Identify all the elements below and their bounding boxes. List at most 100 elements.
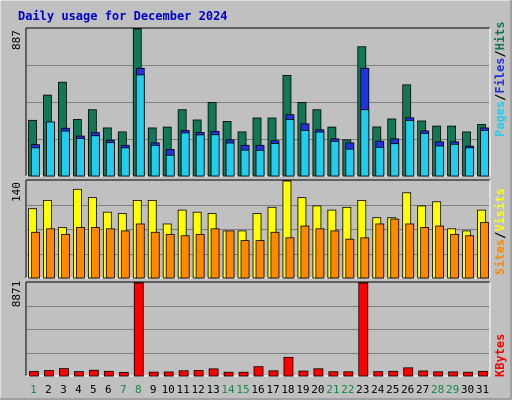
kbytes-bar xyxy=(388,370,399,377)
sites-bar xyxy=(240,240,250,279)
kbytes-bar xyxy=(478,370,488,377)
pages-bar xyxy=(135,74,145,177)
sites-bar xyxy=(405,223,415,279)
kbytes-bar xyxy=(44,370,54,377)
legend-hits-panel: Pages/Files/Hits xyxy=(493,21,507,137)
hits-panel-ymax-label: 887 xyxy=(10,30,23,50)
legend-kbytes-panel: KBytes xyxy=(493,334,507,377)
day-tick-label: 10 xyxy=(162,383,175,396)
legend-visits-panel: Sites/Visits xyxy=(493,188,507,275)
sites-bar xyxy=(270,231,280,279)
pages-bar xyxy=(225,142,235,177)
pages-bar xyxy=(270,143,280,177)
pages-bar xyxy=(330,140,340,177)
pages-bar xyxy=(195,134,205,177)
legend-hits-panel-files: Files xyxy=(493,58,507,94)
pages-bar xyxy=(435,145,445,177)
sites-bar xyxy=(255,240,265,279)
day-tick-label: 12 xyxy=(192,383,205,396)
day-tick-label: 4 xyxy=(75,383,82,396)
kbytes-bar xyxy=(253,366,264,377)
legend-visits-panel-sites: Sites xyxy=(493,239,507,275)
pages-bar xyxy=(465,147,474,177)
day-tick-label: 1 xyxy=(30,383,37,396)
sites-bar xyxy=(225,230,235,279)
kbytes-bar xyxy=(148,371,159,377)
kbytes-bar xyxy=(29,371,39,377)
chart-title: Daily usage for December 2024 xyxy=(18,9,228,23)
kbytes-bar xyxy=(313,368,324,377)
kbytes-bar xyxy=(133,282,144,377)
pages-bar xyxy=(46,121,55,177)
legend-kbytes-panel-kbytes: KBytes xyxy=(493,334,507,377)
day-tick-label: 21 xyxy=(326,383,339,396)
kbytes-bar xyxy=(373,371,384,377)
day-tick-label: 24 xyxy=(371,383,385,396)
sites-bar xyxy=(345,238,355,279)
kbytes-bar xyxy=(283,356,294,377)
legend-visits-panel-visits: Visits xyxy=(493,188,507,231)
pages-bar xyxy=(405,120,415,177)
pages-bar xyxy=(90,135,100,177)
pages-bar xyxy=(255,149,265,177)
day-tick-label: 5 xyxy=(90,383,97,396)
kbytes-bar xyxy=(163,371,174,377)
sites-bar xyxy=(285,237,295,279)
sites-bar xyxy=(195,233,205,279)
legend-visits-panel-separator: / xyxy=(493,232,507,239)
kbytes-bar xyxy=(433,371,444,377)
pages-bar xyxy=(240,149,250,177)
day-tick-label: 16 xyxy=(251,383,264,396)
kbytes-bar xyxy=(418,370,429,377)
pages-bar xyxy=(315,131,325,177)
pages-bar xyxy=(150,144,160,177)
pages-bar xyxy=(390,143,400,177)
day-tick-label: 30 xyxy=(461,383,474,396)
sites-bar xyxy=(135,223,145,279)
kbytes-bar xyxy=(328,371,339,377)
day-tick-label: 14 xyxy=(221,383,235,396)
day-tick-label: 23 xyxy=(356,383,369,396)
day-tick-label: 31 xyxy=(476,383,489,396)
sites-bar xyxy=(375,223,385,279)
day-tick-label: 25 xyxy=(386,383,399,396)
day-tick-label: 13 xyxy=(206,383,219,396)
kbytes-bar xyxy=(88,369,99,377)
kbytes-panel-ymax-label: 8871 xyxy=(10,281,23,308)
pages-bar xyxy=(420,133,430,177)
day-tick-label: 28 xyxy=(431,383,444,396)
kbytes-bar xyxy=(178,370,189,377)
sites-bar xyxy=(420,227,430,279)
day-tick-label: 3 xyxy=(60,383,67,396)
pages-bar xyxy=(360,109,370,177)
day-tick-label: 17 xyxy=(266,383,279,396)
day-tick-label: 9 xyxy=(150,383,157,396)
pages-bar xyxy=(76,138,85,177)
day-tick-label: 29 xyxy=(446,383,459,396)
sites-bar xyxy=(31,231,40,279)
sites-bar xyxy=(90,227,100,279)
pages-bar xyxy=(120,147,130,177)
legend-hits-panel-hits: Hits xyxy=(493,21,507,50)
sites-bar xyxy=(465,235,474,279)
kbytes-bar xyxy=(223,371,234,377)
sites-bar xyxy=(390,218,400,279)
sites-bar xyxy=(165,233,175,279)
sites-bar xyxy=(76,227,85,279)
pages-bar xyxy=(210,134,220,177)
kbytes-bar xyxy=(403,367,414,377)
kbytes-bar xyxy=(298,370,309,377)
sites-bar xyxy=(46,228,55,279)
day-tick-label: 11 xyxy=(177,383,190,396)
day-tick-label: 18 xyxy=(281,383,294,396)
pages-bar xyxy=(180,132,190,177)
sites-bar xyxy=(480,222,489,279)
sites-bar xyxy=(210,228,220,279)
day-tick-label: 2 xyxy=(45,383,52,396)
sites-bar xyxy=(300,225,310,279)
kbytes-bar xyxy=(118,372,129,377)
day-tick-label: 27 xyxy=(416,383,429,396)
pages-bar xyxy=(31,147,40,177)
legend-hits-panel-separator: / xyxy=(493,94,507,101)
pages-bar xyxy=(105,142,115,177)
